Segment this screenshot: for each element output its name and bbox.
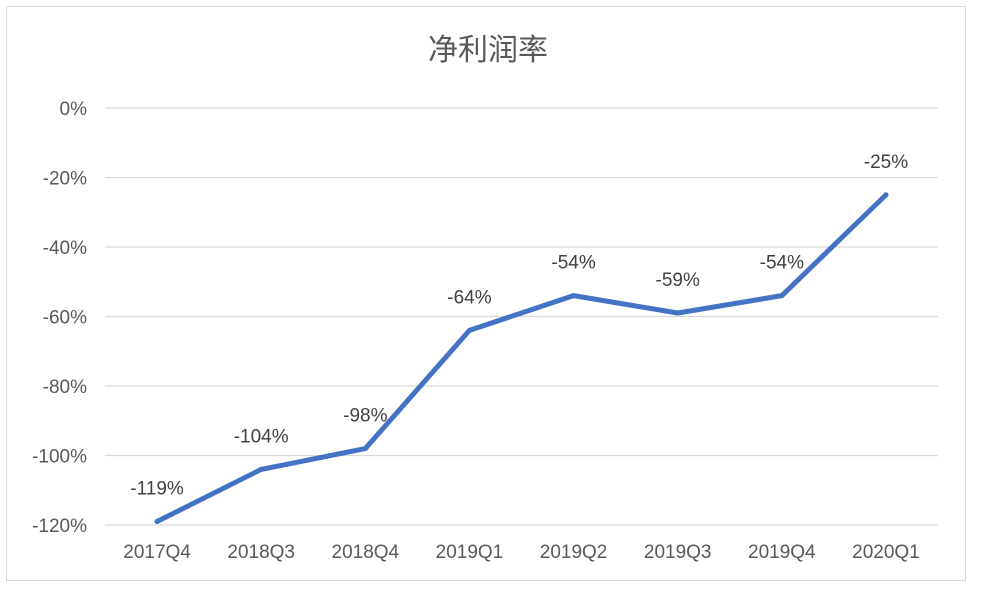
data-point xyxy=(466,327,472,333)
x-tick-label: 2019Q2 xyxy=(540,542,608,563)
y-axis-ticks: 0% -20% -40% -60% -80% -100% -120% xyxy=(32,99,87,537)
x-axis-ticks: 2017Q4 2018Q3 2018Q4 2019Q1 2019Q2 2019Q3 2019… xyxy=(123,542,920,563)
series-line xyxy=(154,192,889,525)
y-tick-label: -60% xyxy=(43,308,87,329)
data-labels: -119% -104% -98% -64% -54% -59% -54% -25% xyxy=(130,152,908,500)
data-point xyxy=(675,310,681,316)
y-tick-label: -80% xyxy=(43,377,87,398)
data-point xyxy=(571,293,577,299)
data-label: -54% xyxy=(760,253,804,274)
data-label: -64% xyxy=(447,287,491,308)
x-tick-label: 2019Q3 xyxy=(644,542,712,563)
data-point xyxy=(362,446,368,452)
data-point xyxy=(883,192,889,198)
x-tick-label: 2018Q3 xyxy=(227,542,295,563)
y-tick-label: -120% xyxy=(32,516,87,537)
x-tick-label: 2020Q1 xyxy=(852,542,920,563)
chart-title: 净利润率 xyxy=(428,33,548,68)
chart-frame xyxy=(6,6,966,581)
data-label: -104% xyxy=(234,426,289,447)
x-tick-label: 2017Q4 xyxy=(123,542,191,563)
x-tick-label: 2019Q1 xyxy=(436,542,504,563)
data-label: -119% xyxy=(130,479,184,500)
data-label: -59% xyxy=(656,270,700,291)
data-point xyxy=(779,293,785,299)
series-group xyxy=(154,192,889,525)
y-tick-label: -100% xyxy=(32,447,87,468)
data-point xyxy=(154,519,160,525)
data-label: -54% xyxy=(551,253,595,274)
x-tick-label: 2019Q4 xyxy=(748,542,816,563)
y-tick-label: 0% xyxy=(60,99,88,120)
data-label: -25% xyxy=(864,152,908,173)
y-tick-label: -20% xyxy=(43,169,87,190)
x-tick-label: 2018Q4 xyxy=(332,542,400,563)
y-tick-label: -40% xyxy=(43,238,87,259)
data-label: -98% xyxy=(343,406,387,427)
data-point xyxy=(258,466,264,472)
gridlines xyxy=(105,107,938,526)
